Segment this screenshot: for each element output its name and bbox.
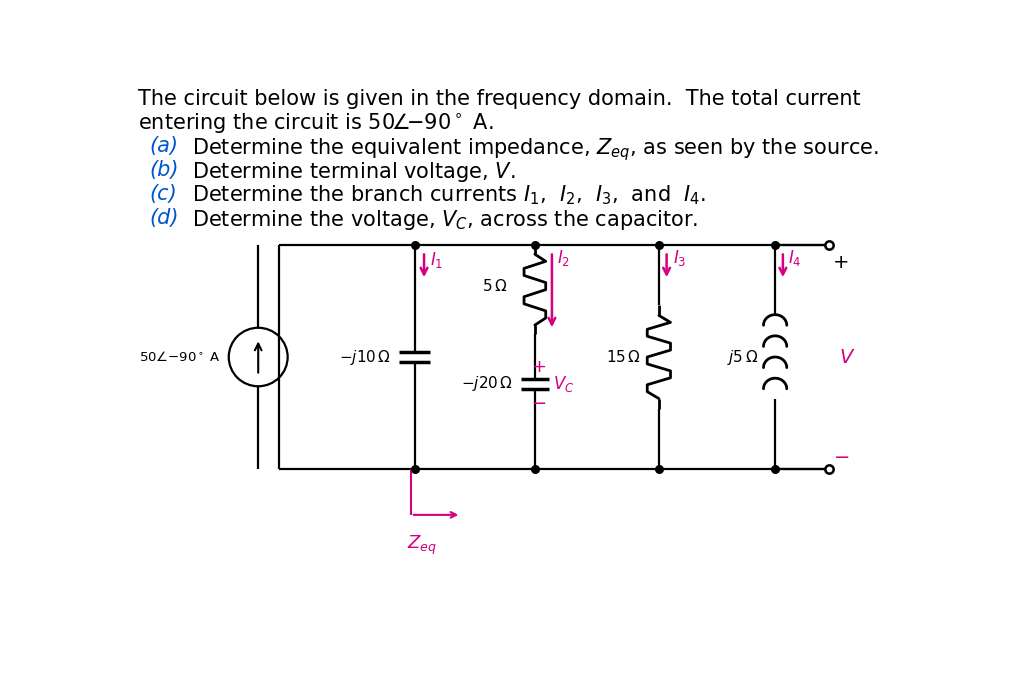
Text: Determine terminal voltage, $V$.: Determine terminal voltage, $V$. <box>191 160 515 184</box>
Text: (b): (b) <box>150 160 179 180</box>
Text: +: + <box>834 253 850 272</box>
Text: (d): (d) <box>150 207 179 228</box>
Text: (c): (c) <box>150 184 177 204</box>
Text: +: + <box>531 358 546 376</box>
Text: $-$: $-$ <box>531 393 547 412</box>
Text: $-j10\,\Omega$: $-j10\,\Omega$ <box>340 348 391 367</box>
Text: (a): (a) <box>150 136 179 156</box>
Text: $I_2$: $I_2$ <box>557 248 569 268</box>
Text: $I_1$: $I_1$ <box>430 250 443 270</box>
Text: $I_4$: $I_4$ <box>787 248 801 268</box>
Text: $15\,\Omega$: $15\,\Omega$ <box>606 349 641 365</box>
Text: $5\,\Omega$: $5\,\Omega$ <box>482 278 508 294</box>
Text: $50\angle{-90^\circ}$ A: $50\angle{-90^\circ}$ A <box>139 350 221 364</box>
Text: $V_C$: $V_C$ <box>554 374 574 394</box>
Text: $-j20\,\Omega$: $-j20\,\Omega$ <box>461 374 513 393</box>
Text: Determine the equivalent impedance, $Z_{eq}$, as seen by the source.: Determine the equivalent impedance, $Z_{… <box>191 136 879 163</box>
Text: $Z_{eq}$: $Z_{eq}$ <box>407 534 437 557</box>
Text: $-$: $-$ <box>834 446 850 465</box>
Text: $I_3$: $I_3$ <box>673 248 686 268</box>
Text: The circuit below is given in the frequency domain.  The total current: The circuit below is given in the freque… <box>138 89 861 109</box>
Text: $V$: $V$ <box>839 348 855 367</box>
Text: Determine the voltage, $V_C$, across the capacitor.: Determine the voltage, $V_C$, across the… <box>191 207 697 232</box>
Text: Determine the branch currents $I_1$,  $I_2$,  $I_3$,  and  $I_4$.: Determine the branch currents $I_1$, $I_… <box>191 184 706 207</box>
Text: $j5\,\Omega$: $j5\,\Omega$ <box>727 348 758 367</box>
Text: entering the circuit is $50\!\angle\!{-90^\circ}$ A.: entering the circuit is $50\!\angle\!{-9… <box>138 111 494 135</box>
